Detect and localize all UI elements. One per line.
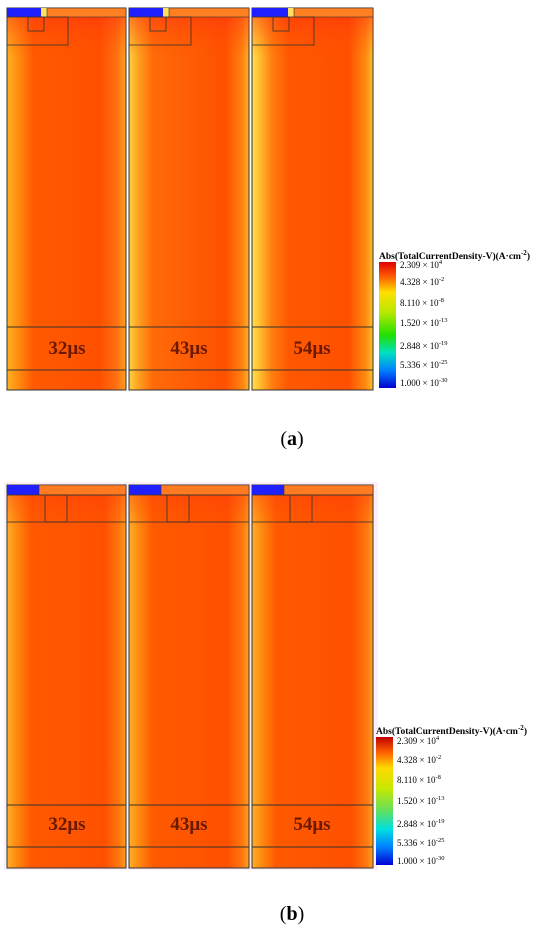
legend-b-tick: 1.000 × 10-30 <box>397 855 445 866</box>
panel-a-time-label-1: 32μs <box>48 338 86 359</box>
legend-b-tick: 5.336 × 10-25 <box>397 837 445 848</box>
electrode-left <box>7 8 41 17</box>
legend-a-tick: 1.000 × 10-30 <box>400 377 448 388</box>
panel-b-time-label-1: 32μs <box>48 814 86 835</box>
legend-b-tick: 1.520 × 10-13 <box>397 795 445 806</box>
panel-b-column-2 <box>128 484 250 869</box>
legend-a-tick: 4.328 × 10-2 <box>400 276 445 287</box>
panel-b-column-3 <box>251 484 374 869</box>
legend-b-tick: 4.328 × 10-2 <box>397 754 442 765</box>
legend-b-colorbar <box>376 737 393 865</box>
legend-a: Abs(TotalCurrentDensity-V)(A·cm-2) 2.309… <box>379 249 549 394</box>
panel-a-caption: (a) <box>280 428 304 450</box>
legend-a-colorbar <box>379 262 396 388</box>
panel-b-time-label-3: 54μs <box>293 814 331 835</box>
legend-b-tick: 2.309 × 104 <box>397 735 440 746</box>
legend-a-tick: 2.848 × 10-19 <box>400 340 448 351</box>
legend-a-tick: 5.336 × 10-25 <box>400 359 448 370</box>
panel-a-time-label-3: 54μs <box>293 338 331 359</box>
panel-a-column-1 <box>6 7 127 391</box>
panel-a-time-label-2: 43μs <box>170 338 208 359</box>
legend-a-tick: 8.110 × 10-8 <box>400 297 444 308</box>
panel-b-column-1 <box>6 484 127 869</box>
panel-a-column-2 <box>128 7 250 391</box>
panel-b <box>4 482 378 870</box>
legend-b-title: Abs(TotalCurrentDensity-V)(A·cm-2) <box>376 724 527 738</box>
legend-b-tick: 8.110 × 10-8 <box>397 774 441 785</box>
legend-b: Abs(TotalCurrentDensity-V)(A·cm-2) 2.309… <box>376 724 548 869</box>
legend-b-tick: 2.848 × 10-19 <box>397 818 445 829</box>
panel-b-caption-letter: b <box>286 903 298 925</box>
panel-a <box>6 7 374 391</box>
legend-a-title: Abs(TotalCurrentDensity-V)(A·cm-2) <box>379 249 530 263</box>
panel-b-caption: (b) <box>279 903 305 925</box>
panel-a-caption-letter: a <box>287 428 297 450</box>
legend-a-tick: 1.520 × 10-13 <box>400 317 448 328</box>
legend-a-tick: 2.309 × 104 <box>400 259 443 270</box>
panel-b-time-label-2: 43μs <box>170 814 208 835</box>
panel-a-column-3 <box>251 7 374 391</box>
